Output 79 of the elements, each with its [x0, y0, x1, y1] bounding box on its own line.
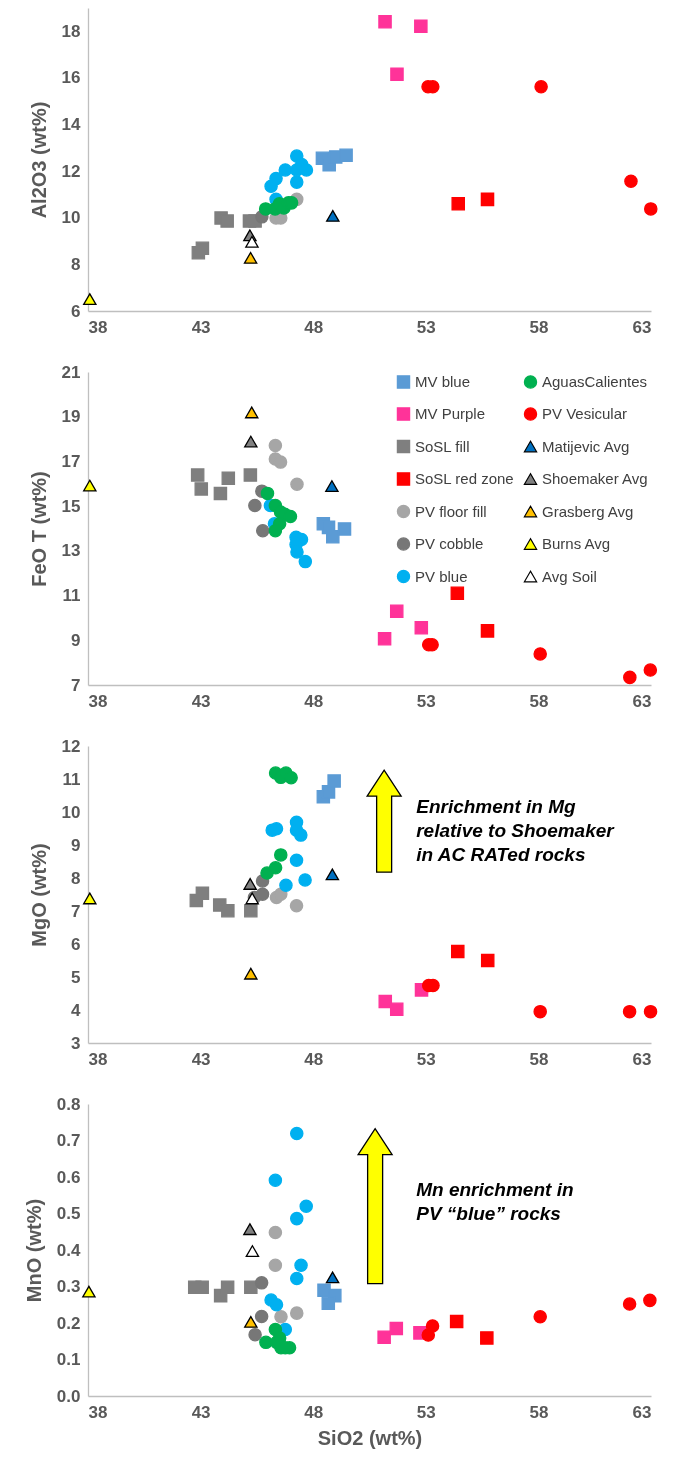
x-tick-label: 48	[304, 1049, 324, 1069]
legend-label: Grasberg Avg	[542, 502, 634, 520]
y-tick-label: 8	[71, 254, 81, 274]
x-tick-label: 43	[191, 691, 211, 711]
y-tick-label: 17	[61, 451, 81, 471]
legend-label: MV Purple	[415, 405, 486, 422]
y-axis-title: Al2O3 (wt%)	[27, 101, 50, 219]
y-tick-label: 0.0	[56, 1386, 81, 1406]
x-tick-label: 43	[191, 1402, 211, 1422]
legend-label: AguasCalientes	[542, 372, 648, 390]
y-tick-label: 6	[71, 934, 81, 954]
legend-label: PV Vesicular	[542, 405, 628, 422]
y-tick-label: 0.7	[56, 1131, 81, 1150]
x-tick-label: 63	[632, 691, 652, 711]
y-tick-label: 19	[61, 407, 81, 427]
y-tick-label: 0.4	[56, 1240, 82, 1260]
x-tick-label: 48	[304, 1402, 324, 1422]
y-tick-label: 10	[61, 208, 81, 228]
x-tick-label: 63	[632, 1049, 652, 1069]
y-tick-label: 0.2	[56, 1313, 81, 1333]
y-tick-label: 0.8	[56, 1094, 81, 1114]
y-tick-label: 11	[62, 769, 81, 789]
y-axis-title: MgO (wt%)	[27, 843, 50, 947]
legend-label: PV cobble	[415, 535, 484, 552]
y-tick-label: 6	[71, 301, 81, 321]
x-tick-label: 38	[88, 1049, 108, 1069]
legend-label: MV blue	[415, 372, 471, 390]
x-tick-label: 58	[529, 1402, 549, 1422]
annotation: Mn enrichment in PV “blue” rocks	[416, 1179, 574, 1225]
legend-label: Avg Soil	[542, 567, 597, 585]
y-axis-title: FeO T (wt%)	[27, 471, 50, 587]
y-tick-label: 0.5	[56, 1204, 81, 1223]
x-tick-label: 48	[304, 691, 324, 711]
y-tick-label: 10	[61, 802, 81, 822]
x-tick-label: 38	[88, 1402, 108, 1422]
y-tick-label: 7	[71, 901, 81, 921]
y-tick-label: 12	[61, 161, 81, 181]
legend-label: Shoemaker Avg	[542, 470, 648, 487]
legend-label: Matijevic Avg	[542, 437, 630, 455]
legend-label: SoSL fill	[415, 437, 470, 455]
y-tick-label: 11	[62, 586, 81, 606]
x-axis-title: SiO2 (wt%)	[317, 1426, 423, 1449]
x-tick-label: 53	[416, 1402, 436, 1422]
legend-label: PV floor fill	[415, 502, 487, 520]
y-tick-label: 9	[71, 835, 81, 855]
legend-label: Burns Avg	[542, 535, 611, 552]
legend-label: PV blue	[415, 567, 468, 585]
y-tick-label: 0.3	[56, 1277, 81, 1296]
y-axis-title: MnO (wt%)	[22, 1198, 45, 1303]
y-tick-label: 13	[61, 541, 81, 561]
y-tick-label: 0.6	[56, 1167, 81, 1187]
x-tick-label: 38	[88, 317, 108, 337]
x-tick-label: 58	[529, 1049, 549, 1069]
x-tick-label: 53	[416, 691, 436, 711]
x-tick-label: 63	[632, 317, 652, 337]
x-tick-label: 58	[529, 317, 549, 337]
y-tick-label: 9	[71, 630, 81, 650]
annotation: Enrichment in Mg relative to Shoemaker in AC RATed rocks	[416, 795, 616, 865]
y-tick-label: 16	[61, 68, 81, 88]
y-tick-label: 0.1	[56, 1350, 81, 1369]
y-tick-label: 18	[61, 21, 81, 41]
legend-label: SoSL red zone	[415, 470, 514, 487]
y-tick-label: 7	[71, 675, 81, 695]
x-tick-label: 43	[191, 1049, 211, 1069]
y-tick-label: 4	[71, 1000, 82, 1020]
x-tick-label: 48	[304, 317, 324, 337]
x-tick-label: 53	[416, 1049, 436, 1069]
y-tick-label: 3	[71, 1033, 81, 1053]
x-tick-label: 53	[416, 317, 436, 337]
y-tick-label: 14	[61, 115, 82, 135]
y-tick-label: 12	[61, 736, 81, 756]
x-tick-label: 58	[529, 691, 549, 711]
y-tick-label: 5	[71, 967, 81, 987]
y-tick-label: 21	[61, 362, 81, 382]
x-tick-label: 38	[88, 691, 108, 711]
x-tick-label: 63	[632, 1402, 652, 1422]
y-tick-label: 15	[61, 496, 81, 516]
y-tick-label: 8	[71, 868, 81, 888]
x-tick-label: 43	[191, 317, 211, 337]
